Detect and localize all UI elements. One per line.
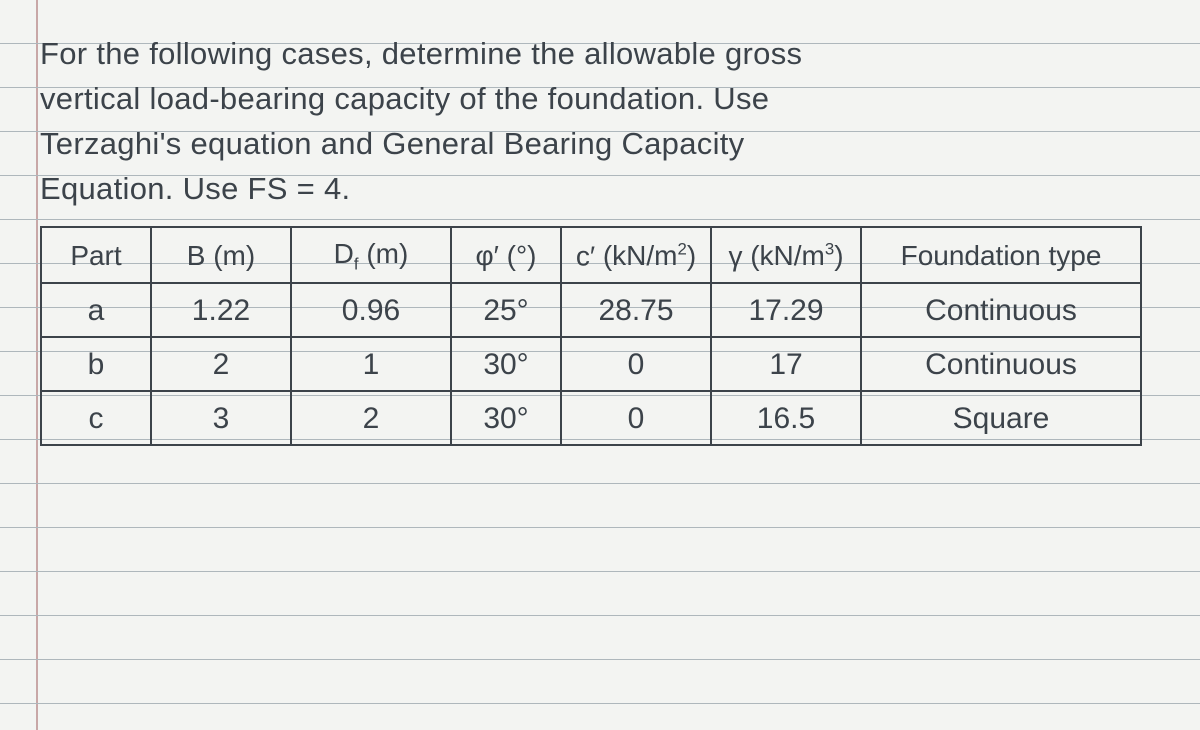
cell-phi: 25° (451, 283, 561, 337)
cell-type: Continuous (861, 283, 1141, 337)
problem-line-3: Terzaghi's equation and General Bearing … (40, 126, 744, 161)
notebook-page: For the following cases, determine the a… (0, 0, 1200, 730)
cell-type: Square (861, 391, 1141, 445)
table-header-row: Part B (m) Df (m) φ′ (°) c′ (kN/m2) γ (k… (41, 227, 1141, 284)
cell-c: 0 (561, 337, 711, 391)
cell-c: 28.75 (561, 283, 711, 337)
table-row: a 1.22 0.96 25° 28.75 17.29 Continuous (41, 283, 1141, 337)
cell-gamma: 17.29 (711, 283, 861, 337)
table-row: c 3 2 30° 0 16.5 Square (41, 391, 1141, 445)
col-header-Df-text: Df (m) (334, 238, 409, 269)
cell-Df: 0.96 (291, 283, 451, 337)
c-symbol: c′ (576, 240, 595, 271)
cell-part: b (41, 337, 151, 391)
cell-type: Continuous (861, 337, 1141, 391)
cell-Df: 1 (291, 337, 451, 391)
col-header-part: Part (41, 227, 151, 284)
col-header-type: Foundation type (861, 227, 1141, 284)
col-header-B: B (m) (151, 227, 291, 284)
cell-B: 2 (151, 337, 291, 391)
gamma-unit: (kN/m3) (750, 240, 843, 271)
cell-part: a (41, 283, 151, 337)
col-header-gamma: γ (kN/m3) (711, 227, 861, 284)
problem-line-4: Equation. Use FS = 4. (40, 171, 350, 206)
cell-phi: 30° (451, 391, 561, 445)
col-header-phi: φ′ (°) (451, 227, 561, 284)
gamma-symbol: γ (728, 240, 742, 271)
cell-part: c (41, 391, 151, 445)
phi-symbol: φ′ (475, 240, 498, 271)
table-row: b 2 1 30° 0 17 Continuous (41, 337, 1141, 391)
problem-statement: For the following cases, determine the a… (40, 32, 1176, 212)
phi-unit: (°) (507, 240, 537, 271)
cell-c: 0 (561, 391, 711, 445)
cell-B: 1.22 (151, 283, 291, 337)
col-header-Df: Df (m) (291, 227, 451, 284)
cell-phi: 30° (451, 337, 561, 391)
parameters-table: Part B (m) Df (m) φ′ (°) c′ (kN/m2) γ (k… (40, 226, 1142, 447)
cell-Df: 2 (291, 391, 451, 445)
cell-gamma: 16.5 (711, 391, 861, 445)
c-unit: (kN/m2) (603, 240, 696, 271)
problem-line-1: For the following cases, determine the a… (40, 36, 802, 71)
col-header-c: c′ (kN/m2) (561, 227, 711, 284)
cell-gamma: 17 (711, 337, 861, 391)
cell-B: 3 (151, 391, 291, 445)
problem-line-2: vertical load-bearing capacity of the fo… (40, 81, 769, 116)
